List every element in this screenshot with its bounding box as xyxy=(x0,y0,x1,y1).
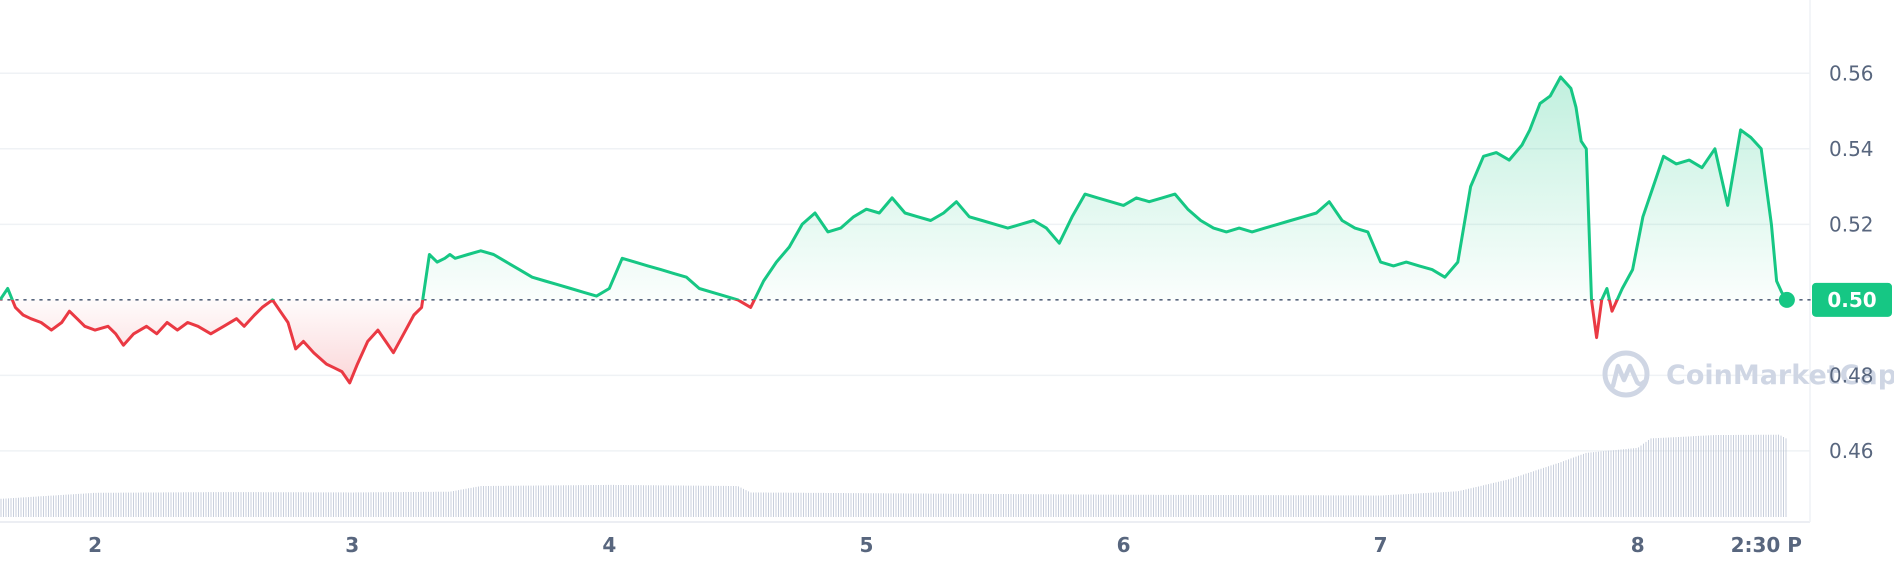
x-tick-label: 7 xyxy=(1374,533,1388,557)
y-tick-label: 0.56 xyxy=(1829,61,1874,85)
y-tick-label: 0.46 xyxy=(1829,439,1874,463)
x-tick-label: 8 xyxy=(1631,533,1645,557)
price-line xyxy=(0,75,1789,385)
x-tick-label: 2:30 P xyxy=(1731,533,1802,557)
y-axis-ticks: 0.46 0.48 0.50 0.52 0.54 0.56 xyxy=(1829,61,1874,463)
coinmarketcap-watermark: CoinMarketCap xyxy=(1602,350,1894,398)
current-price-label: 0.50 xyxy=(1827,288,1876,312)
x-tick-label: 4 xyxy=(602,533,616,557)
price-area xyxy=(0,77,1787,383)
current-price-tag: 0.50 xyxy=(1812,282,1892,317)
watermark-text: CoinMarketCap xyxy=(1666,360,1894,391)
x-tick-label: 6 xyxy=(1117,533,1131,557)
x-tick-label: 5 xyxy=(859,533,873,557)
x-tick-label: 3 xyxy=(345,533,359,557)
current-price-dot xyxy=(1778,291,1795,308)
x-tick-label: 2 xyxy=(88,533,102,557)
price-area-below-baseline xyxy=(0,299,1787,383)
price-line-up xyxy=(0,75,1789,300)
price-area-above-baseline xyxy=(0,77,1787,300)
x-axis-ticks: 2 3 4 5 6 7 8 2:30 P xyxy=(88,533,1802,557)
coinmarketcap-logo-icon xyxy=(1602,350,1650,398)
price-line-down xyxy=(0,299,1787,385)
y-tick-label: 0.48 xyxy=(1829,363,1874,387)
current-price-tag-bg xyxy=(1812,282,1892,317)
y-tick-label: 0.54 xyxy=(1829,137,1874,161)
y-tick-label: 0.52 xyxy=(1829,212,1874,236)
volume-bars xyxy=(0,434,1787,517)
